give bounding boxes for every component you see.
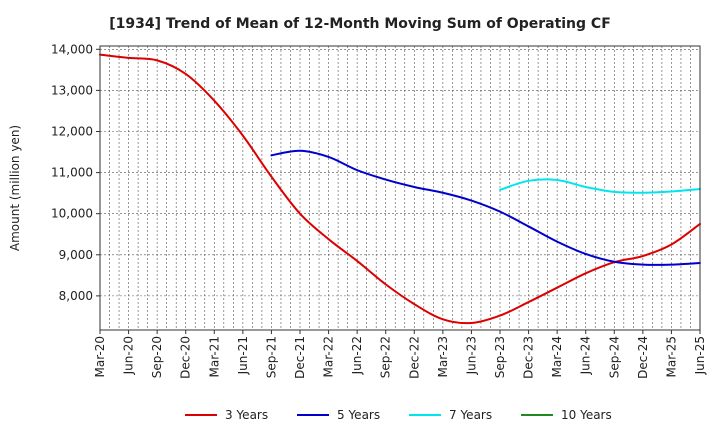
x-tick-label: Jun-20 (122, 336, 136, 375)
x-tick-label: Sep-23 (493, 336, 507, 378)
x-tick-label: Dec-23 (522, 336, 536, 379)
legend-label-3-years: 3 Years (225, 408, 268, 422)
x-tick-label: Dec-20 (179, 336, 193, 379)
x-tick-label: Dec-22 (407, 336, 421, 379)
x-axis-ticks: Mar-20 Jun-20 Sep-20 Dec-20 Mar-21 Jun-21 Sep-… (93, 330, 707, 379)
x-tick-label: Mar-20 (93, 336, 107, 377)
x-tick-label: Sep-21 (264, 336, 278, 378)
series-line-7-years (499, 178, 701, 194)
x-tick-label: Mar-22 (322, 336, 336, 377)
x-tick-label: Mar-21 (207, 336, 221, 377)
series-line-3-years (99, 53, 701, 325)
x-tick-label: Jun-21 (236, 336, 250, 375)
legend-label-7-years: 7 Years (449, 408, 492, 422)
y-axis-label: Amount (million yen) (8, 125, 22, 251)
legend-label-10-years: 10 Years (561, 408, 612, 422)
legend: 3 Years 5 Years 7 Years 10 Years (185, 408, 612, 422)
x-tick-label: Sep-24 (607, 336, 621, 378)
y-tick-label: 9,000 (59, 248, 93, 262)
y-tick-label: 14,000 (51, 42, 93, 56)
x-tick-label: Mar-24 (550, 336, 564, 377)
x-tick-label: Dec-24 (636, 336, 650, 379)
y-tick-label: 13,000 (51, 83, 93, 97)
chart-title: [1934] Trend of Mean of 12-Month Moving … (109, 16, 611, 32)
y-axis-ticks: 8,000 9,000 10,000 11,000 12,000 13,000 14,000 (51, 42, 100, 303)
plot-area (99, 45, 701, 331)
series-lines (99, 53, 701, 325)
x-tick-label: Dec-21 (293, 336, 307, 379)
x-tick-label: Jun-24 (579, 336, 593, 375)
x-tick-label: Jun-23 (464, 336, 478, 375)
x-tick-label: Jun-25 (693, 336, 707, 375)
x-tick-label: Sep-22 (379, 336, 393, 378)
x-tick-label: Sep-20 (150, 336, 164, 378)
legend-label-5-years: 5 Years (337, 408, 380, 422)
x-tick-label: Jun-22 (350, 336, 364, 375)
grid (100, 46, 700, 330)
y-tick-label: 12,000 (51, 124, 93, 138)
x-tick-label: Mar-25 (664, 336, 678, 377)
series-line-5-years (270, 149, 701, 266)
x-tick-label: Mar-23 (436, 336, 450, 377)
y-tick-label: 8,000 (59, 289, 93, 303)
y-tick-label: 11,000 (51, 166, 93, 180)
y-tick-label: 10,000 (51, 207, 93, 221)
